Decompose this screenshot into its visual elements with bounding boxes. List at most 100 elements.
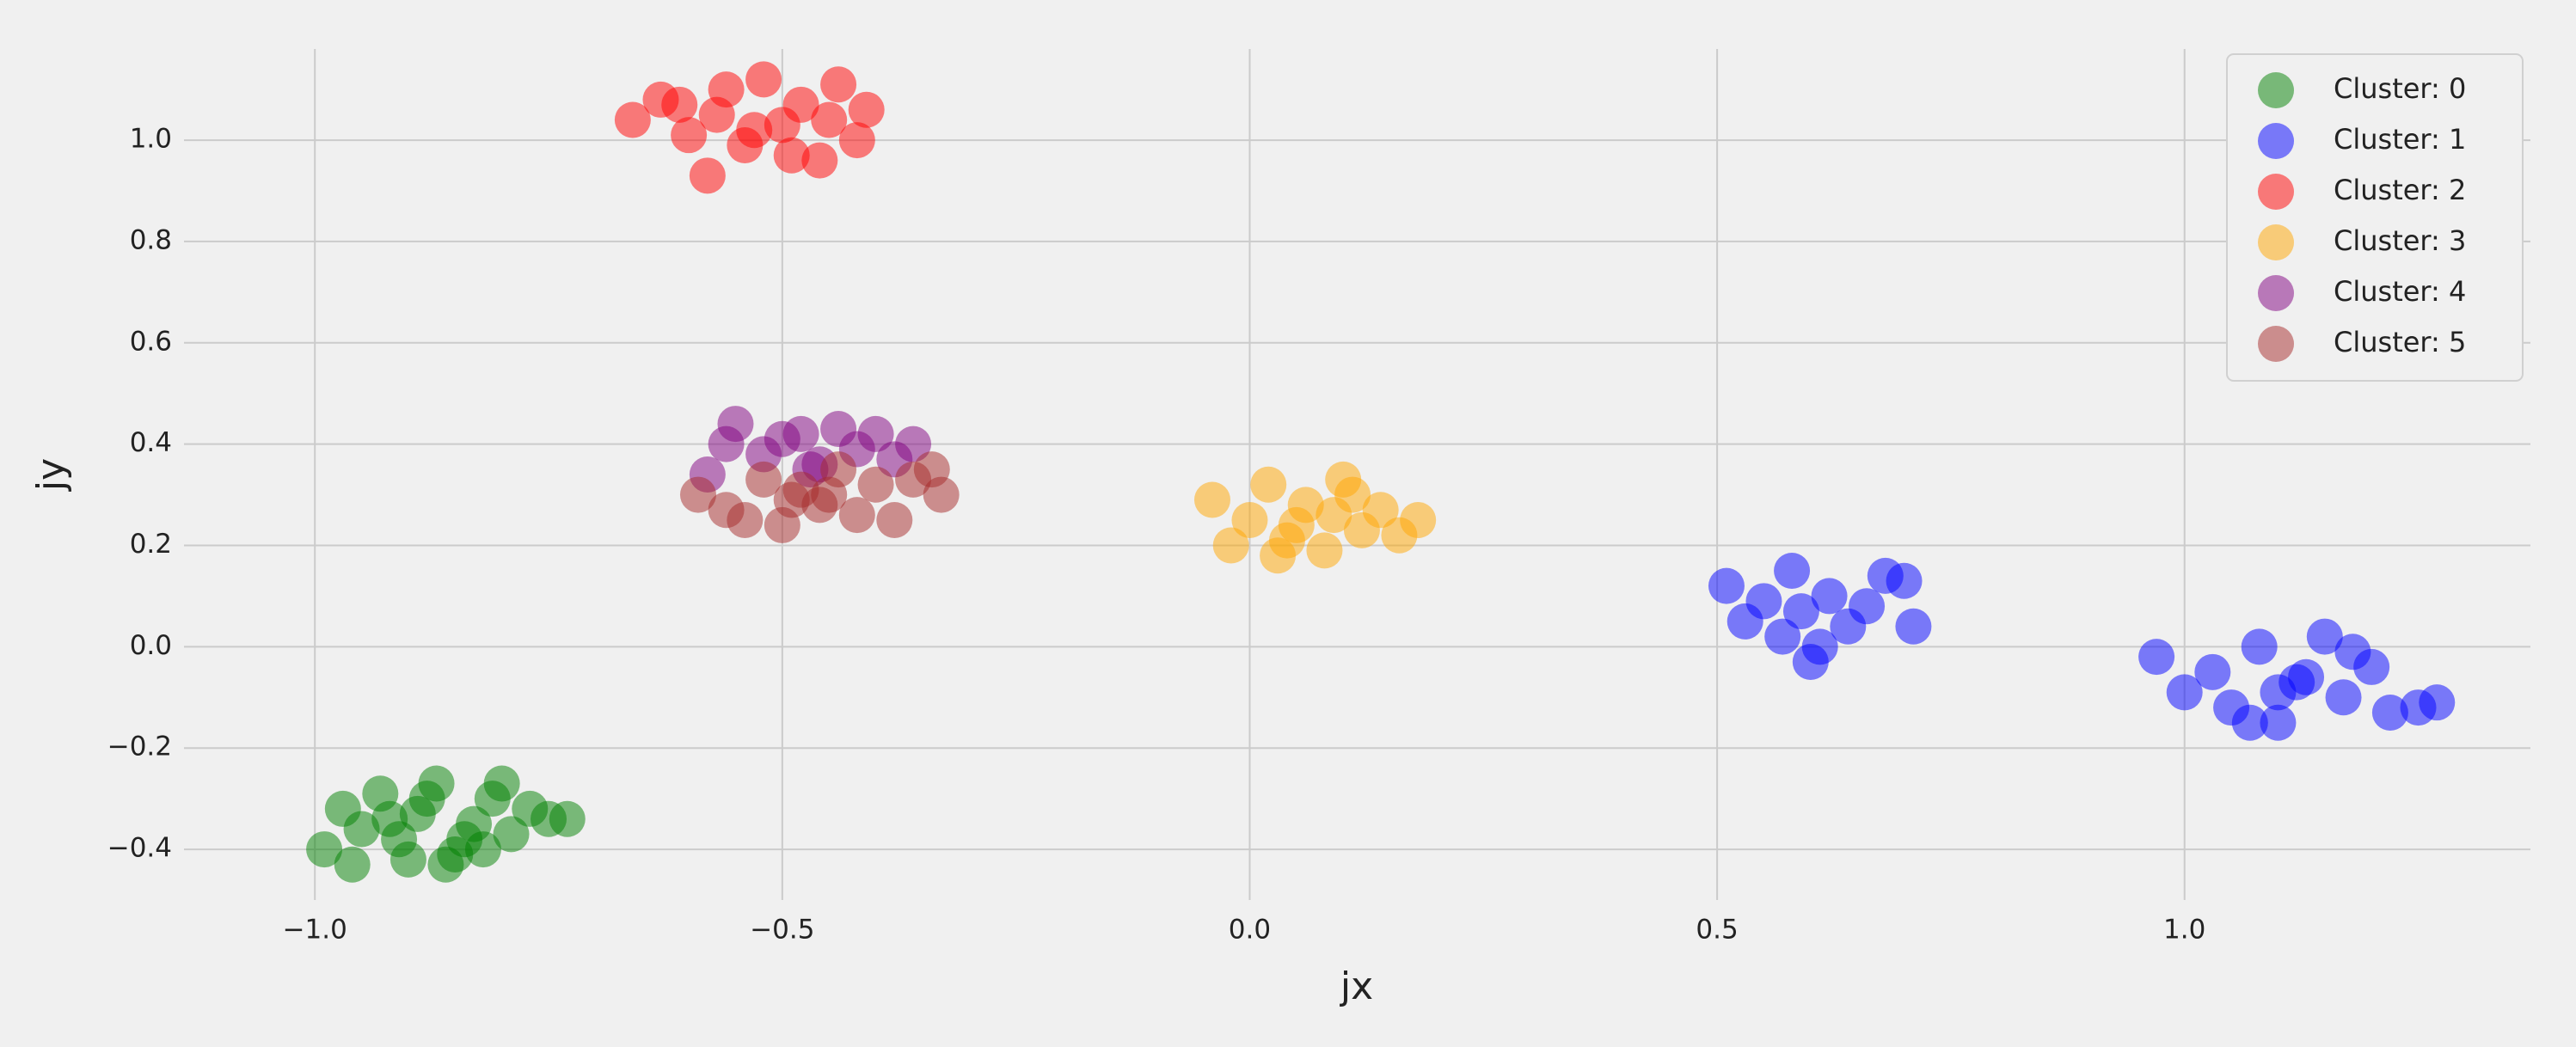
point <box>2166 674 2203 711</box>
point <box>1306 532 1343 569</box>
point <box>549 800 586 837</box>
point <box>811 101 848 138</box>
legend-marker <box>2258 275 2294 311</box>
point <box>698 96 735 133</box>
point <box>2138 639 2175 676</box>
legend-marker <box>2258 72 2294 108</box>
y-tick-label: −0.2 <box>107 732 172 762</box>
point <box>371 800 408 837</box>
point <box>1886 562 1923 599</box>
y-tick-label: 0.4 <box>130 427 172 458</box>
point <box>689 157 726 194</box>
legend-marker <box>2258 326 2294 362</box>
point <box>389 841 426 878</box>
point <box>745 61 782 98</box>
point <box>1708 567 1745 604</box>
point <box>838 122 875 159</box>
point <box>1362 492 1399 529</box>
point <box>661 86 698 123</box>
point <box>801 142 838 179</box>
point <box>2334 634 2371 670</box>
x-tick-label: −0.5 <box>750 915 814 946</box>
point <box>820 66 857 103</box>
point <box>306 831 343 868</box>
point <box>773 137 810 174</box>
x-tick-label: −1.0 <box>283 915 347 946</box>
legend-label: Cluster: 0 <box>2334 72 2466 105</box>
point <box>493 816 530 853</box>
x-tick-label: 1.0 <box>2163 915 2205 946</box>
point <box>857 466 894 503</box>
point <box>1334 476 1371 513</box>
legend-label: Cluster: 2 <box>2334 174 2466 206</box>
point <box>2419 684 2456 721</box>
x-axis-label: jx <box>1340 964 1373 1008</box>
point <box>923 476 960 513</box>
point <box>895 426 932 462</box>
point <box>2241 628 2278 665</box>
point <box>717 406 754 443</box>
point <box>408 781 445 817</box>
legend-box <box>2226 53 2524 382</box>
point <box>2260 704 2297 741</box>
point <box>334 846 371 883</box>
legend-marker <box>2258 123 2294 159</box>
point <box>1745 583 1782 620</box>
y-tick-label: 0.0 <box>130 630 172 661</box>
point <box>857 415 894 452</box>
point <box>1811 578 1848 615</box>
point <box>1278 506 1315 543</box>
y-tick-label: 0.2 <box>130 529 172 560</box>
point <box>838 497 875 534</box>
point <box>1801 628 1838 665</box>
y-axis-label: jy <box>29 458 73 492</box>
point <box>2306 618 2343 655</box>
legend-marker <box>2258 174 2294 210</box>
point <box>1250 466 1287 503</box>
point <box>2288 658 2325 695</box>
y-tick-label: −0.4 <box>107 833 172 864</box>
legend-label: Cluster: 3 <box>2334 224 2466 257</box>
point <box>464 831 501 868</box>
point <box>679 476 716 513</box>
point <box>1231 502 1268 539</box>
point <box>736 112 773 149</box>
legend-marker <box>2258 224 2294 260</box>
point <box>614 101 651 138</box>
point <box>427 846 464 883</box>
point <box>1260 537 1297 574</box>
point <box>2231 704 2268 741</box>
y-tick-label: 0.6 <box>130 326 172 357</box>
x-tick-label: 0.0 <box>1229 915 1271 946</box>
point <box>782 86 819 123</box>
point <box>671 117 708 154</box>
point <box>483 765 520 802</box>
point <box>2260 674 2297 711</box>
legend-label: Cluster: 5 <box>2334 326 2466 358</box>
point <box>876 502 913 539</box>
point <box>1849 588 1886 625</box>
point <box>2371 694 2408 731</box>
point <box>2194 653 2231 690</box>
point <box>745 461 782 498</box>
legend-label: Cluster: 1 <box>2334 123 2466 156</box>
point <box>811 476 848 513</box>
point <box>1400 502 1437 539</box>
point <box>2325 679 2362 716</box>
x-tick-label: 0.5 <box>1696 915 1738 946</box>
point <box>773 481 810 518</box>
point <box>1895 608 1932 645</box>
point <box>848 91 885 128</box>
point <box>1782 593 1819 630</box>
legend-label: Cluster: 4 <box>2334 275 2466 308</box>
point <box>1774 552 1811 589</box>
point <box>1764 618 1801 655</box>
point <box>343 811 380 848</box>
point <box>1193 481 1230 518</box>
point <box>727 502 764 539</box>
point <box>782 415 819 452</box>
point <box>1212 527 1249 564</box>
y-tick-label: 1.0 <box>130 124 172 155</box>
y-tick-label: 0.8 <box>130 224 172 255</box>
